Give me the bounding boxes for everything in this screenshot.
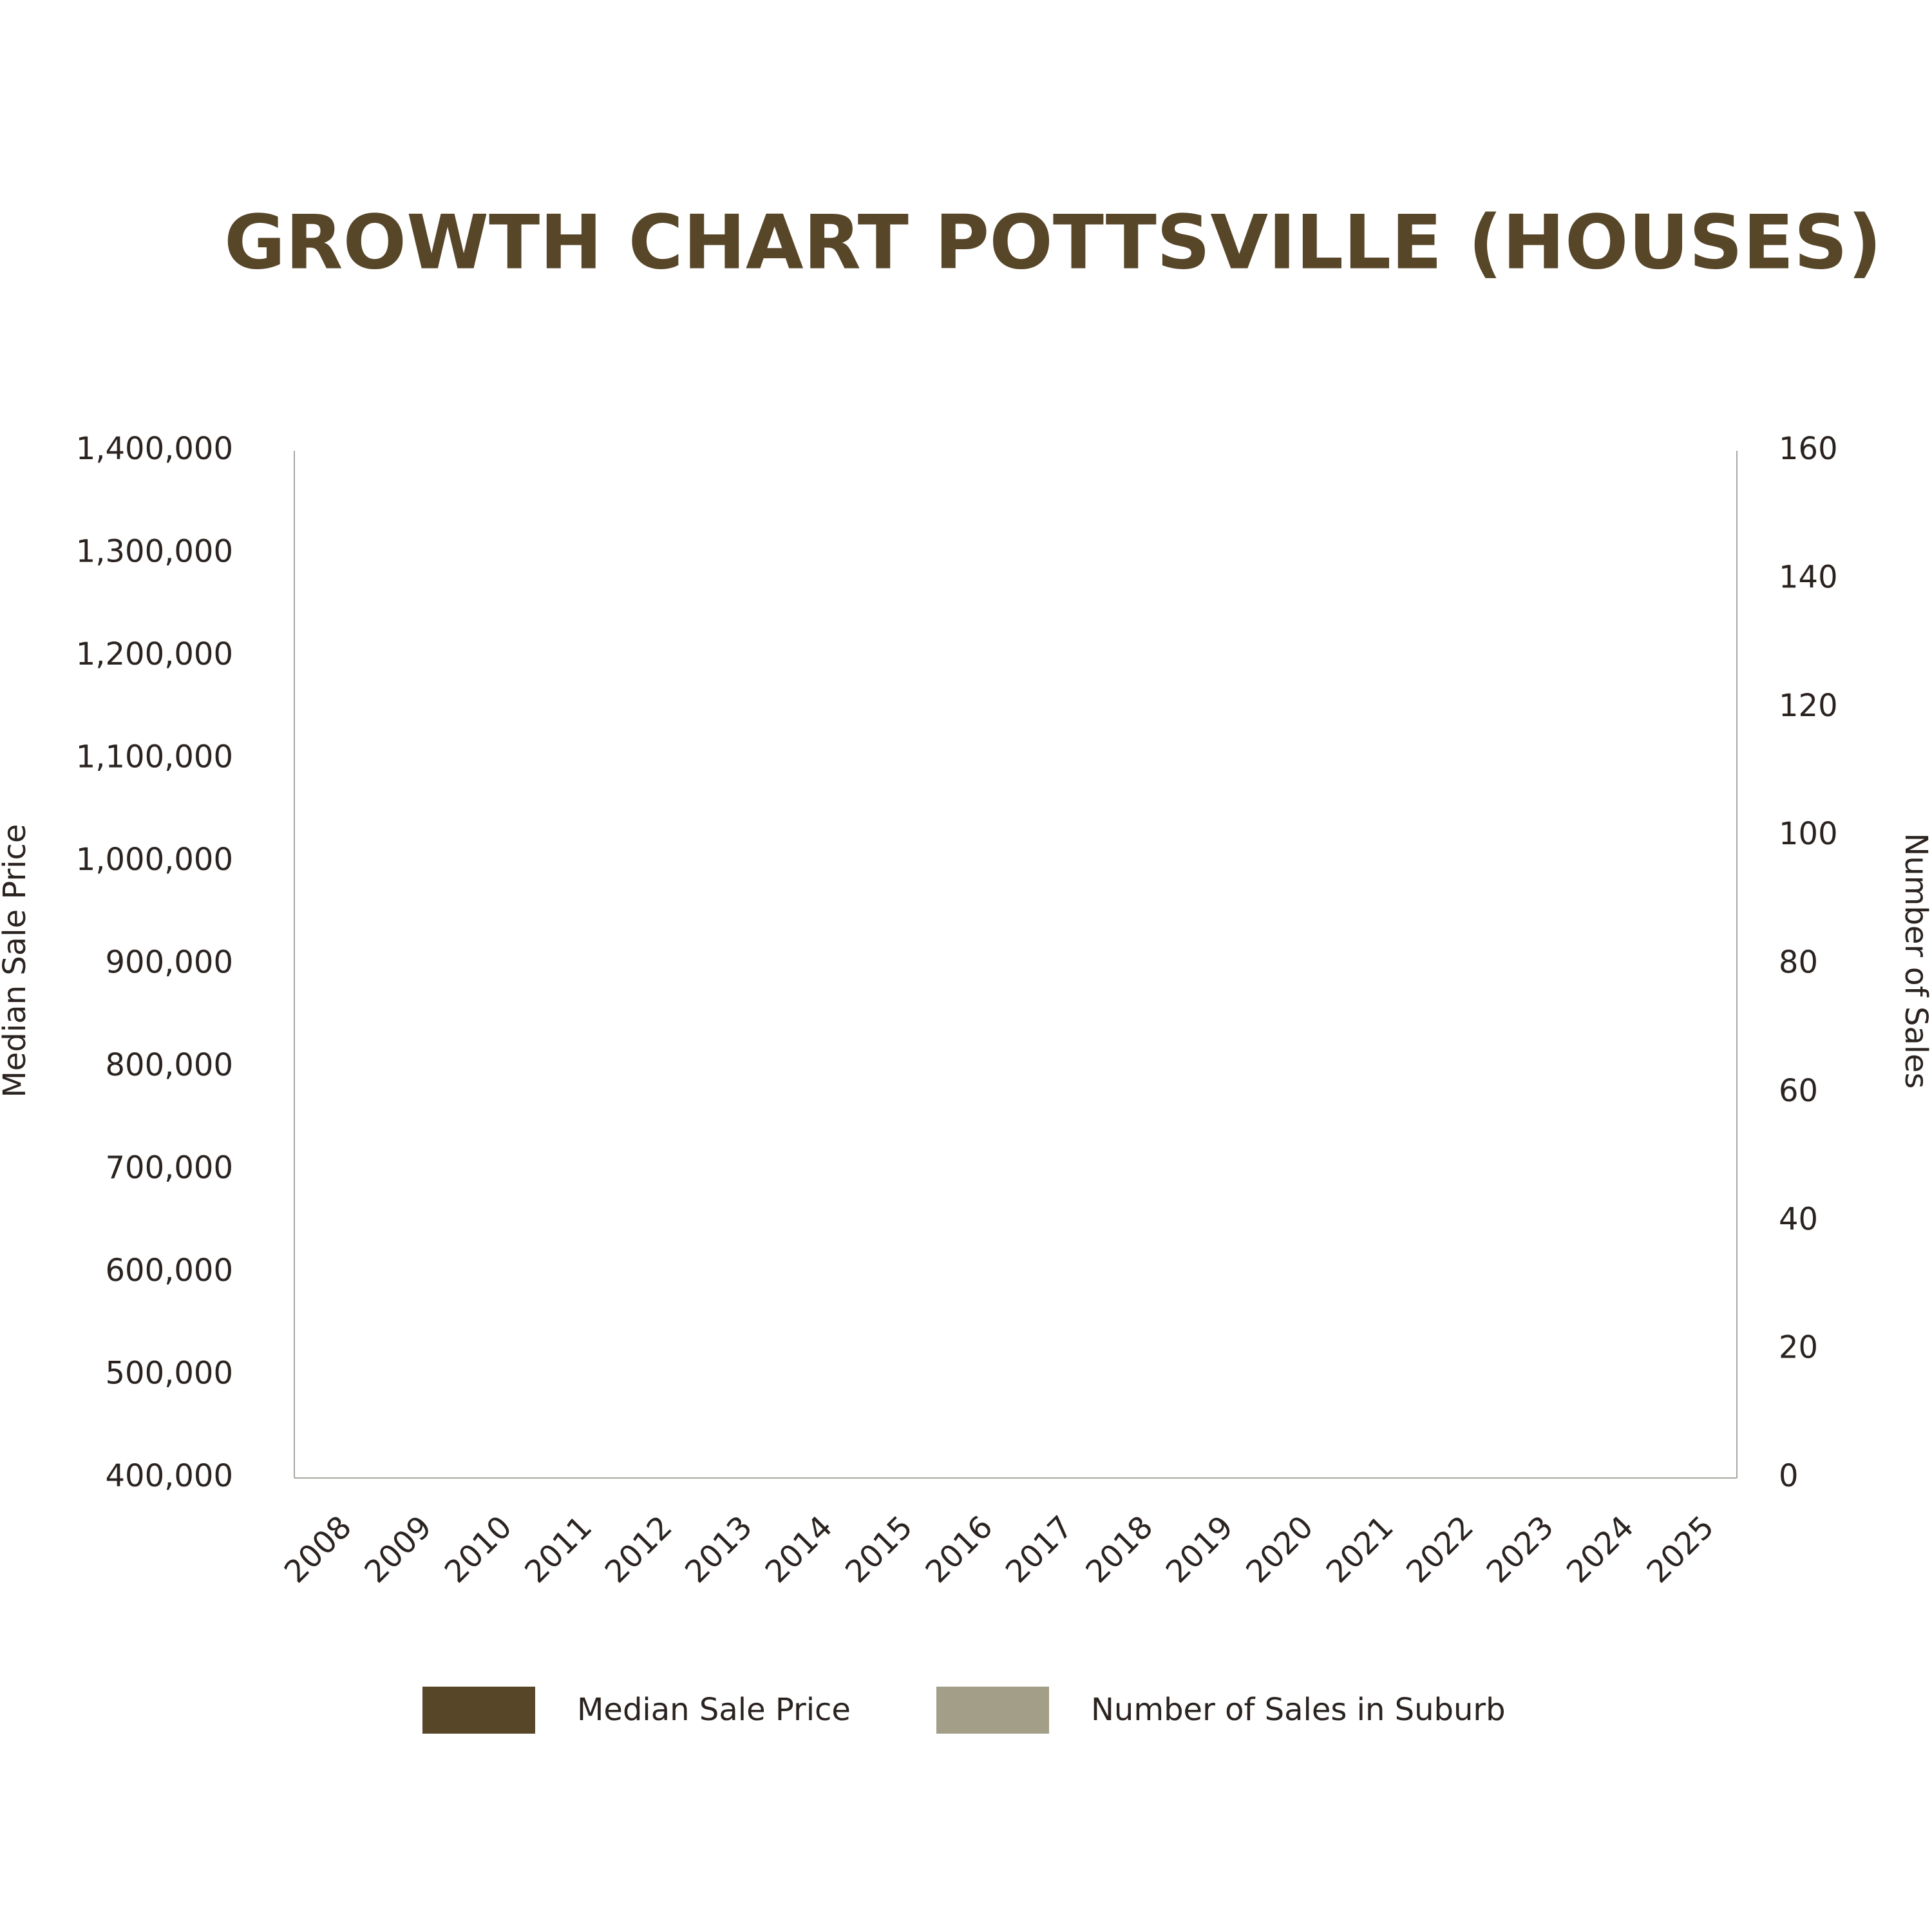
y2-axis-title: Number of Sales (1898, 833, 1932, 1088)
legend-swatch (422, 1687, 535, 1734)
y-tick-label: 500,000 (106, 1356, 234, 1392)
y2-tick-label: 100 (1779, 816, 1838, 852)
y2-tick-label: 40 (1779, 1201, 1818, 1237)
legend-swatch (936, 1687, 1049, 1734)
x-tick-label: 2020 (1239, 1509, 1320, 1590)
x-tick-label: 2012 (598, 1509, 679, 1590)
x-tick-label: 2009 (357, 1509, 439, 1590)
y-tick-label: 400,000 (106, 1458, 234, 1494)
x-tick-label: 2017 (999, 1509, 1080, 1590)
x-tick-label: 2014 (759, 1509, 840, 1590)
legend-label: Median Sale Price (577, 1692, 851, 1728)
chart-title: GROWTH CHART POTTSVILLE (HOUSES) (224, 200, 1882, 287)
y-tick-label: 700,000 (106, 1150, 234, 1186)
x-tick-label: 2021 (1320, 1509, 1401, 1590)
x-tick-label: 2011 (518, 1509, 599, 1590)
x-tick-label: 2013 (678, 1509, 759, 1590)
y2-tick-label: 20 (1779, 1330, 1818, 1366)
y-tick-label: 1,400,000 (76, 431, 233, 467)
x-tick-label: 2008 (278, 1509, 359, 1590)
y2-tick-label: 160 (1779, 431, 1838, 467)
y2-tick-label: 60 (1779, 1073, 1818, 1109)
x-tick-label: 2010 (438, 1509, 519, 1590)
y-tick-label: 1,100,000 (76, 739, 233, 775)
y-axis-title: Median Sale Price (0, 824, 33, 1098)
x-tick-label: 2025 (1640, 1509, 1721, 1590)
legend-label: Number of Sales in Suburb (1091, 1692, 1506, 1728)
x-tick-label: 2024 (1560, 1509, 1641, 1590)
y-tick-label: 900,000 (106, 945, 234, 981)
y2-tick-label: 80 (1779, 945, 1818, 981)
y-tick-label: 1,000,000 (76, 842, 233, 878)
y2-tick-label: 140 (1779, 559, 1838, 595)
x-tick-label: 2023 (1480, 1509, 1561, 1590)
y-tick-label: 800,000 (106, 1047, 234, 1083)
x-tick-label: 2018 (1079, 1509, 1160, 1590)
x-tick-label: 2022 (1399, 1509, 1481, 1590)
x-tick-label: 2016 (918, 1509, 999, 1590)
x-tick-label: 2019 (1159, 1509, 1240, 1590)
y2-tick-label: 0 (1779, 1458, 1799, 1494)
y2-tick-label: 120 (1779, 688, 1838, 724)
y-tick-label: 1,200,000 (76, 636, 233, 672)
y-tick-label: 1,300,000 (76, 534, 233, 570)
y-tick-label: 600,000 (106, 1253, 234, 1289)
x-tick-label: 2015 (838, 1509, 920, 1590)
